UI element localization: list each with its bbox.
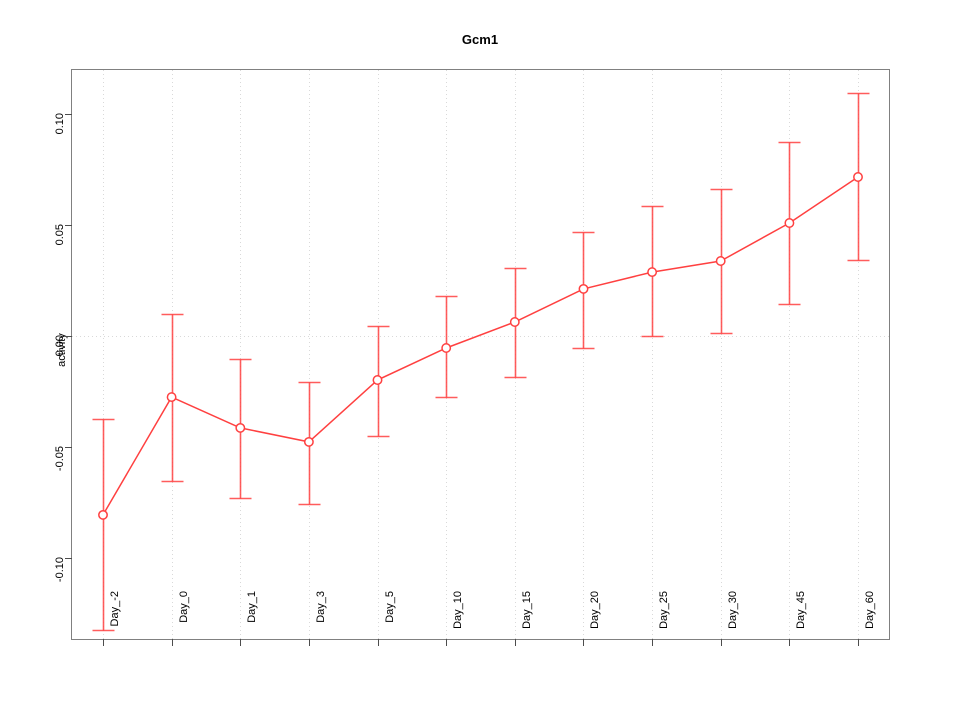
data-point-marker xyxy=(441,343,452,353)
series-line xyxy=(102,176,859,516)
plot-frame xyxy=(71,69,890,640)
y-tick-label: -0.10 xyxy=(54,556,66,582)
data-point-marker xyxy=(166,392,177,403)
x-tick-label: Day_45 xyxy=(794,591,807,629)
x-tick-label: Day_5 xyxy=(383,591,396,623)
error-bars xyxy=(92,92,870,632)
y-tick-label: 0.05 xyxy=(54,223,66,245)
error-bar xyxy=(92,418,115,632)
x-tick-label: Day_3 xyxy=(314,591,327,623)
x-tick-label: Day_10 xyxy=(451,591,464,629)
data-point-marker xyxy=(647,267,658,278)
x-tick-label: Day_1 xyxy=(245,591,258,623)
x-tick-label: Day_-2 xyxy=(108,591,121,627)
data-point-marker xyxy=(578,283,589,294)
data-point-markers xyxy=(98,172,863,520)
y-tick-label: -0.05 xyxy=(54,445,66,471)
y-axis-ticks xyxy=(65,114,72,559)
x-tick-label: Day_30 xyxy=(726,591,739,629)
x-tick-label: Day_25 xyxy=(657,591,670,629)
data-point-marker xyxy=(303,436,314,447)
data-point-marker xyxy=(372,375,383,385)
page-title: Gcm1 xyxy=(461,32,499,47)
y-tick-label: 0.10 xyxy=(54,112,66,134)
data-point-marker xyxy=(784,218,795,228)
x-axis-ticks xyxy=(103,639,859,646)
x-tick-label: Day_15 xyxy=(520,591,533,629)
data-point-marker xyxy=(98,509,108,520)
data-point-marker xyxy=(509,317,520,327)
x-tick-label: Day_20 xyxy=(588,591,601,629)
data-point-marker xyxy=(715,256,726,266)
x-tick-label: Day_0 xyxy=(177,591,190,623)
data-point-marker xyxy=(853,172,863,182)
data-point-marker xyxy=(235,422,246,433)
vertical-gridlines xyxy=(103,70,859,639)
y-tick-label: 0.00 xyxy=(54,334,66,356)
x-tick-label: Day_60 xyxy=(863,591,876,629)
